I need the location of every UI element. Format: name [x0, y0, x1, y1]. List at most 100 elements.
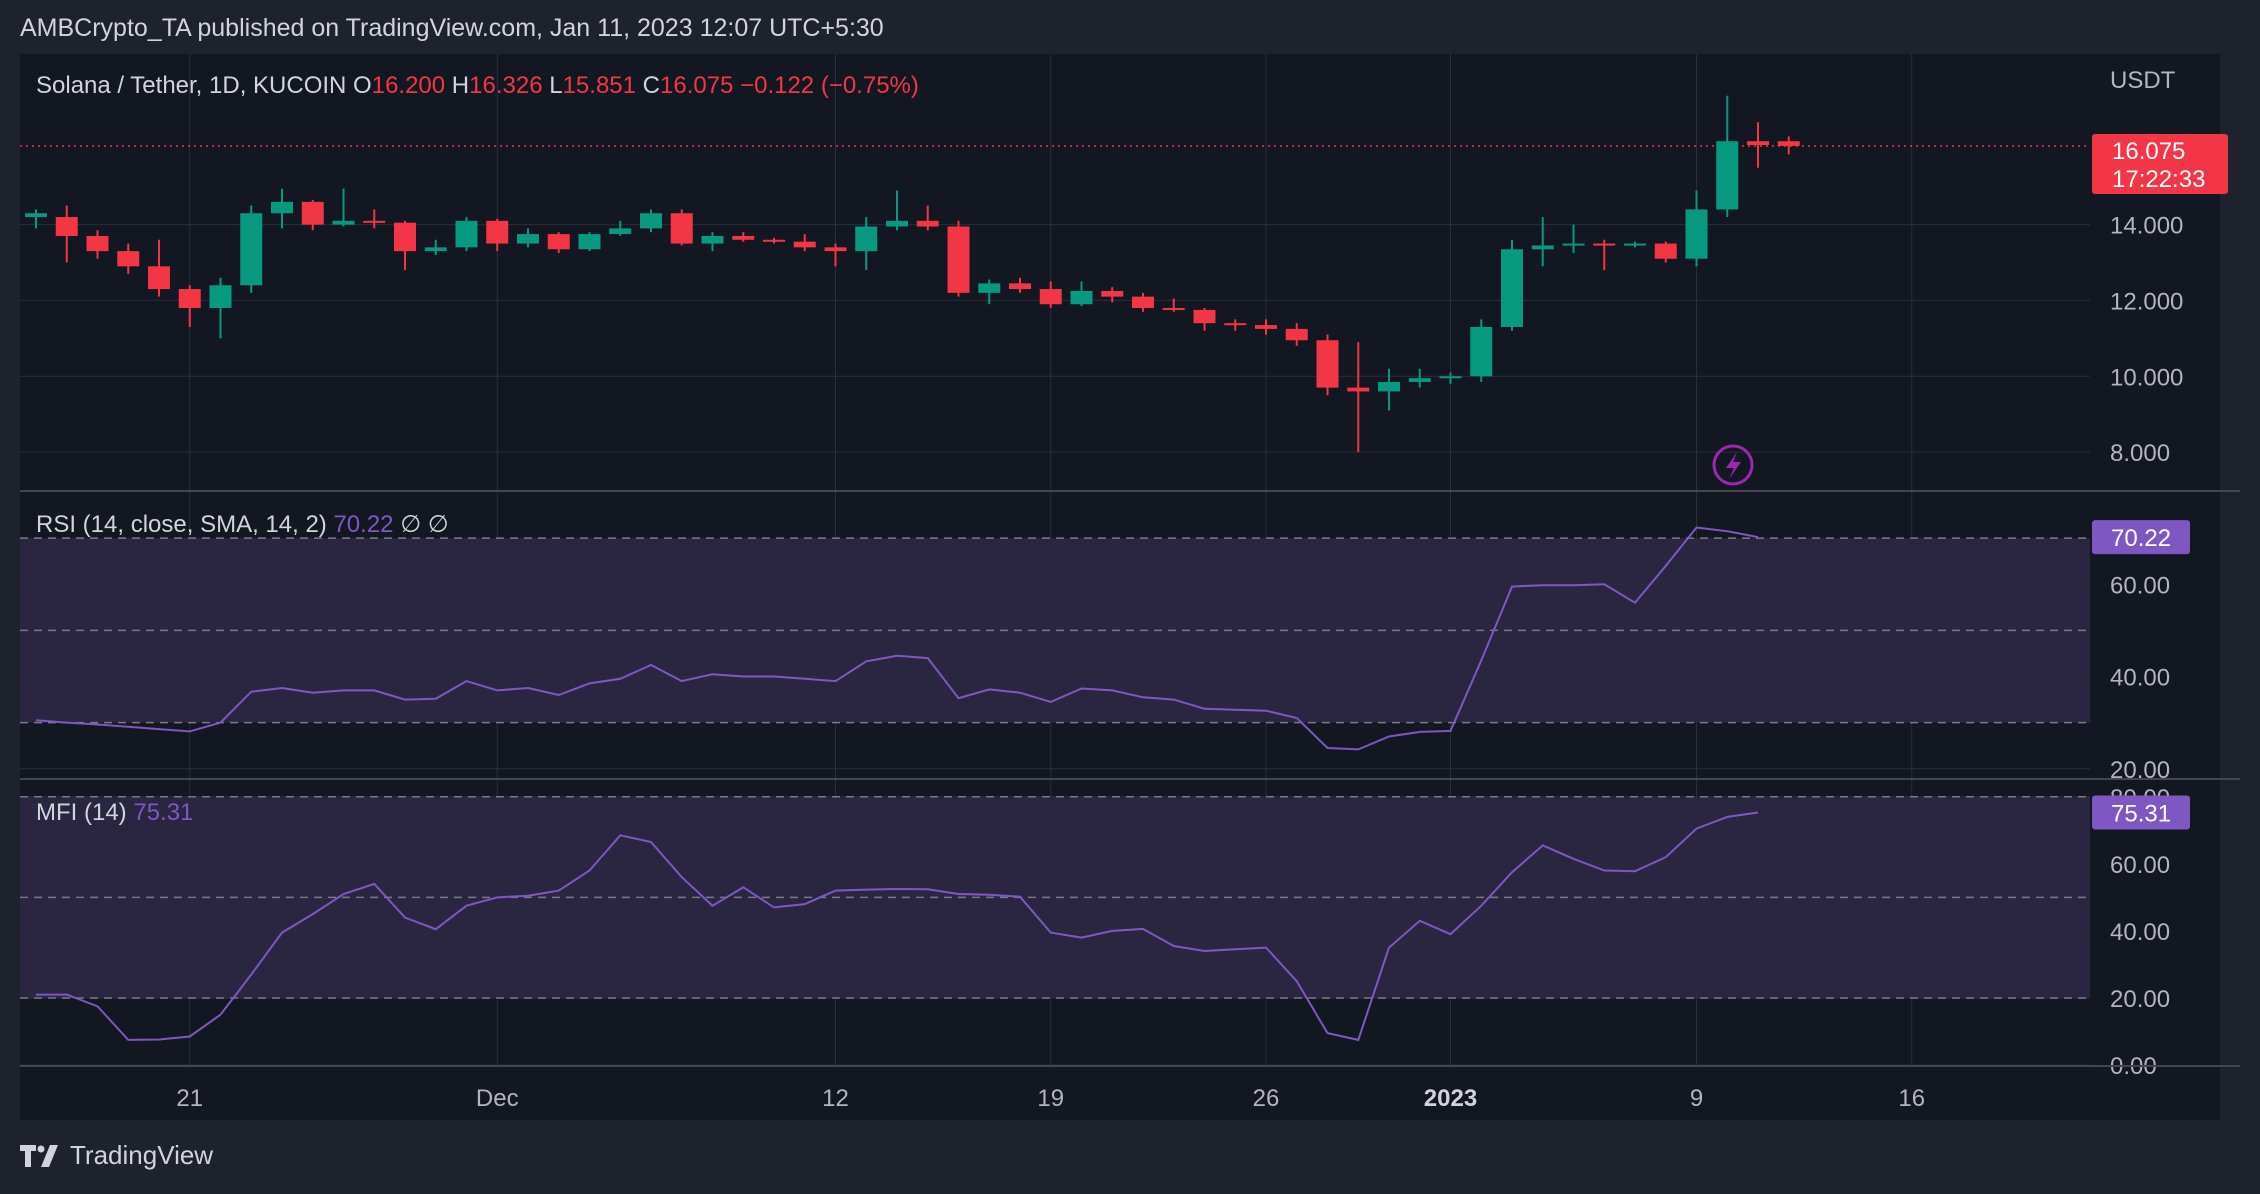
candle-body	[394, 222, 416, 252]
price-axis-tick-label: 14.000	[2110, 213, 2183, 240]
legend-part: 16.326	[469, 72, 549, 99]
time-axis-tick-label: 16	[1898, 1085, 1925, 1112]
rsi-axis-tick-label: 60.00	[2110, 572, 2170, 599]
candle-body	[1439, 376, 1462, 379]
mfi-value: 75.31	[133, 799, 193, 826]
candle-body	[271, 201, 293, 214]
candle-body	[793, 241, 816, 248]
legend-part: 16.075	[660, 72, 740, 99]
rsi-axis-tick-label: 40.00	[2110, 665, 2170, 692]
candle-body	[1039, 289, 1062, 305]
candle-body	[609, 228, 632, 235]
candle-body	[978, 283, 1001, 293]
candle-body	[301, 201, 324, 225]
candle-body	[1654, 243, 1677, 259]
candle-body	[1101, 290, 1124, 297]
candle-body	[363, 220, 386, 223]
legend-part: O	[353, 72, 372, 99]
candle-body	[547, 234, 570, 250]
candle-body	[1408, 378, 1431, 382]
candle-body	[1777, 141, 1800, 146]
mfi-value-badge-label: 75.31	[2111, 800, 2171, 827]
time-axis-tick-label: 26	[1253, 1085, 1280, 1112]
price-pane[interactable]: 14.000 12.000 10.000 8.000 USDT Solana / Teth…	[20, 54, 2240, 492]
candle-body	[1009, 283, 1031, 290]
candle-body	[178, 289, 201, 309]
candle-body	[578, 234, 601, 250]
mfi-value-badge	[2092, 795, 2190, 830]
rsi-title: RSI (14, close, SMA, 14, 2)	[36, 511, 333, 538]
candle-body	[855, 226, 878, 252]
price-axis-tick-label: 10.000	[2110, 364, 2183, 391]
candle-body	[1501, 249, 1523, 327]
candle-body	[1685, 209, 1708, 259]
rsi-value-badge-label: 70.22	[2111, 525, 2171, 552]
candle-body	[824, 247, 847, 252]
candle-body	[240, 213, 263, 286]
candle-body	[1747, 141, 1769, 145]
candle-body	[1470, 326, 1493, 377]
legend-part: 16.200	[372, 72, 452, 99]
price-axis-tick-label: 12.000	[2110, 288, 2183, 315]
rsi-na-mark: ∅	[400, 511, 428, 538]
candle-body	[148, 266, 170, 290]
legend-part: C	[643, 72, 660, 99]
candle-body	[332, 220, 355, 225]
candle-body	[1070, 290, 1093, 305]
candle-body	[640, 213, 662, 229]
candle-body	[455, 220, 478, 248]
lightning-icon	[1712, 444, 1754, 486]
footer-brand[interactable]: TradingView	[20, 1140, 213, 1171]
legend-part: Solana / Tether, 1D, KUCOIN	[36, 72, 353, 99]
candle-body	[1531, 245, 1554, 250]
lightning-icon-ring	[1712, 444, 1754, 486]
rsi-na-mark: ∅	[428, 511, 449, 538]
candle-body	[886, 220, 908, 227]
time-axis[interactable]: 21 Dec 12 19 26 2023 9 16	[176, 1085, 1925, 1112]
time-axis-tick-label: Dec	[476, 1085, 519, 1112]
candle-body	[1132, 296, 1154, 309]
rsi-legend: RSI (14, close, SMA, 14, 2) 70.22 ∅ ∅	[36, 511, 449, 538]
mfi-series-line	[36, 811, 1759, 1042]
candle-body	[670, 213, 693, 244]
price-legend: Solana / Tether, 1D, KUCOIN O16.200 H16.…	[36, 72, 919, 99]
candle-body	[1285, 328, 1308, 341]
candle-body	[424, 247, 447, 252]
last-price-badge	[2092, 134, 2228, 194]
lightning-icon-bolt	[1726, 452, 1741, 479]
time-axis-tick-label: 19	[1037, 1085, 1064, 1112]
countdown-label: 17:22:33	[2112, 166, 2205, 193]
candle-body	[1224, 323, 1247, 326]
mfi-axis-tick-label: 60.00	[2110, 852, 2170, 879]
candle-body	[117, 251, 140, 267]
candle-body	[86, 235, 109, 252]
candle-body	[1347, 387, 1370, 392]
candle-body	[486, 220, 509, 244]
candle-body	[701, 235, 724, 244]
tradingview-logo-icon	[20, 1144, 58, 1167]
candle-body	[732, 235, 755, 240]
candle-body	[517, 234, 539, 244]
mfi-axis-tick-label: 20.00	[2110, 986, 2170, 1013]
candle-body	[1624, 243, 1646, 246]
mfi-axis-tick-label: 40.00	[2110, 919, 2170, 946]
legend-part: L	[549, 72, 562, 99]
candle-body	[1716, 141, 1739, 210]
candle-body	[55, 217, 78, 236]
candle-body	[1193, 309, 1216, 324]
rsi-series-line	[35, 526, 1759, 751]
price-axis-currency: USDT	[2110, 67, 2176, 94]
legend-part: H	[452, 72, 469, 99]
mfi-legend: MFI (14) 75.31	[36, 799, 193, 826]
candle-body	[209, 285, 232, 309]
candle-body	[1562, 243, 1585, 246]
time-axis-tick-label: 2023	[1424, 1085, 1477, 1112]
candle-body	[1316, 340, 1339, 388]
last-price-label: 16.075	[2112, 138, 2185, 165]
candle-body	[1255, 325, 1277, 329]
candle-body	[763, 239, 785, 242]
rsi-value: 70.22	[333, 511, 400, 538]
